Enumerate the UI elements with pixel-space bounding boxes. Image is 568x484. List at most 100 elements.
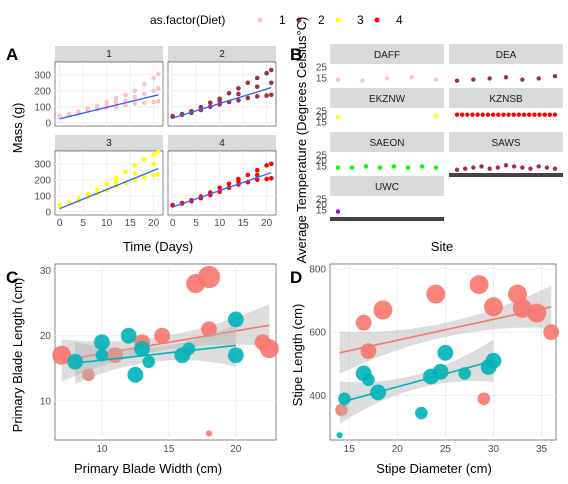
data-point	[459, 112, 465, 117]
x-tick-label: 15	[238, 218, 250, 229]
data-point	[512, 298, 532, 318]
data-point	[264, 93, 269, 98]
facet-strip	[449, 88, 563, 108]
x-tick-label: 25	[440, 444, 452, 455]
fit-line	[339, 359, 494, 404]
data-point	[528, 166, 533, 171]
data-point	[264, 70, 269, 76]
data-point	[485, 112, 491, 117]
facet-strip-label: 4	[219, 138, 225, 149]
data-point	[236, 86, 241, 91]
facet-strip-label: KZNSB	[489, 94, 523, 105]
facet-strip-label: UWC	[375, 182, 399, 193]
data-point	[360, 78, 365, 83]
series-2	[67, 311, 244, 385]
data-point	[335, 77, 341, 82]
series-2	[336, 339, 502, 439]
data-point	[227, 347, 244, 364]
data-point	[471, 165, 476, 170]
x-tick-label: 5	[193, 218, 199, 229]
y-tick-label: 15	[316, 117, 328, 128]
data-point	[552, 74, 558, 79]
data-point	[552, 112, 558, 117]
data-point	[207, 100, 213, 106]
x-tick-label: 20	[392, 444, 404, 455]
data-point	[104, 181, 109, 187]
data-point	[156, 149, 161, 155]
series-1	[335, 275, 560, 417]
x-tick-label: 15	[125, 218, 137, 229]
data-point	[123, 102, 128, 108]
data-point	[426, 284, 446, 304]
legend-label-diet-1: 1	[279, 13, 286, 27]
data-point	[264, 176, 269, 182]
chart-a-y-axis-title: Mass (g)	[10, 103, 25, 154]
facet-strip	[55, 135, 163, 151]
data-point	[543, 324, 560, 341]
fit-line	[59, 167, 159, 210]
fit-line	[172, 171, 272, 208]
data-point	[245, 95, 251, 101]
data-point	[95, 348, 109, 362]
facet-a-diet-4: 4 0 5 10 15 20	[167, 135, 277, 229]
y-tick-label: 100	[34, 191, 51, 202]
data-point	[151, 99, 156, 105]
data-point	[516, 112, 522, 117]
data-point	[355, 314, 372, 331]
data-point	[205, 430, 213, 437]
legend-key-diet-3	[335, 17, 341, 23]
data-point	[552, 166, 558, 171]
chart-c-x-axis-title: Primary Blade Width (cm)	[74, 461, 222, 476]
legend-title: as.factor(Diet)	[150, 13, 225, 27]
y-tick-label: 20	[316, 156, 328, 167]
data-point	[520, 77, 525, 82]
data-point	[506, 112, 511, 117]
legend-items: 1 2 3 4	[257, 13, 403, 27]
y-tick-label: 20	[316, 200, 328, 211]
data-point	[151, 172, 156, 178]
data-point	[156, 98, 161, 104]
data-point	[269, 80, 274, 86]
data-point	[503, 163, 509, 168]
data-point	[94, 105, 100, 110]
data-point	[454, 167, 460, 172]
data-point	[377, 165, 383, 170]
data-point	[458, 367, 471, 380]
chart-b-y-axis-title: Average Temperature (Degrees Celsius°C)	[294, 17, 309, 264]
data-point	[201, 321, 217, 338]
data-point	[544, 165, 550, 170]
data-point	[465, 112, 470, 117]
data-point	[132, 88, 138, 94]
y-tick-label: 0	[45, 207, 51, 218]
data-point	[547, 112, 553, 117]
y-tick-label: 30	[40, 266, 52, 277]
chart-b-x-axis-title: Site	[431, 239, 453, 254]
x-tick-label: 15	[344, 444, 356, 455]
facet-strip-label: 2	[219, 49, 225, 60]
facet-strip-label: SAEON	[369, 138, 404, 149]
data-point	[532, 112, 537, 117]
legend-key-diet-2	[296, 17, 302, 23]
y-tick-label: 200	[34, 175, 51, 186]
facet-strip	[168, 46, 276, 62]
data-point	[123, 98, 128, 103]
x-tick-label: 10	[96, 444, 108, 455]
data-point	[454, 112, 460, 117]
legend-label-diet-3: 3	[357, 13, 364, 27]
data-point	[156, 86, 161, 91]
y-tick-label: 100	[34, 102, 51, 113]
y-tick-label: 10	[40, 396, 52, 407]
y-tick-label: 25	[316, 62, 328, 73]
y-tick-label: 25	[316, 150, 328, 161]
legend-key-diet-1	[257, 17, 263, 23]
facet-panel	[54, 150, 164, 216]
data-point	[462, 166, 468, 171]
data-point	[335, 165, 341, 170]
data-point	[363, 164, 369, 169]
facet-strip	[330, 88, 444, 108]
facet-strip	[330, 176, 444, 196]
data-point	[141, 91, 147, 97]
